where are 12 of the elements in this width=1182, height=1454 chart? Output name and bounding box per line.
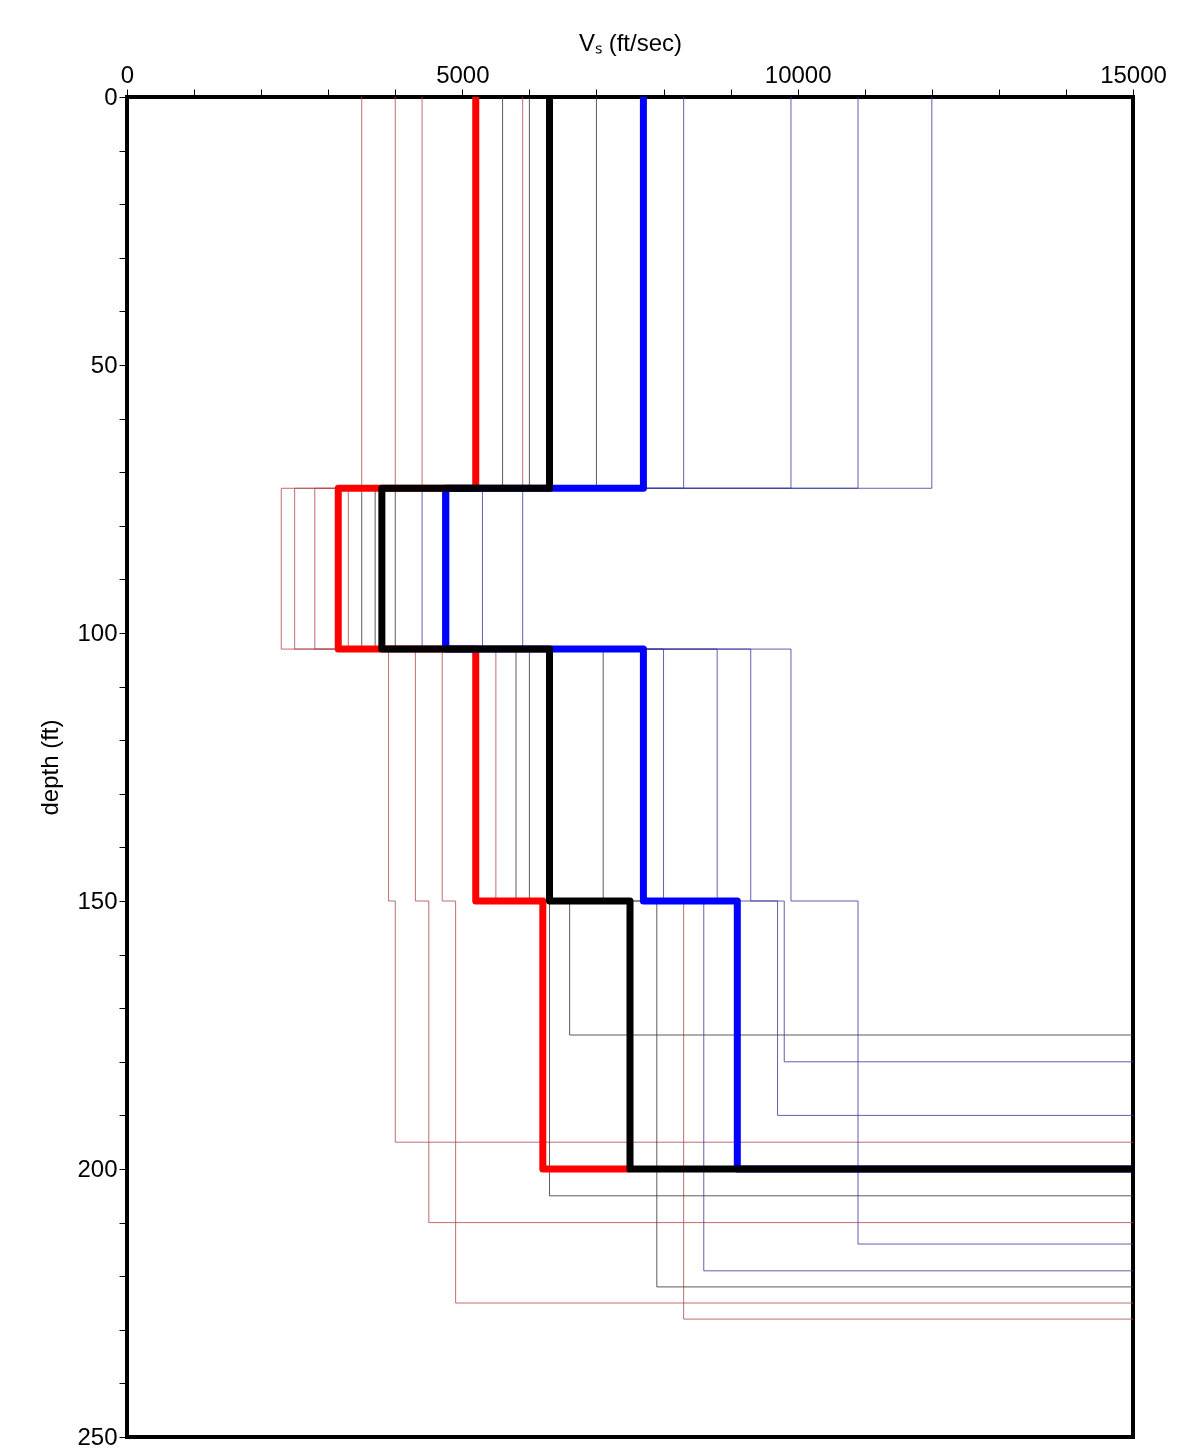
y-tick-label: 100 (77, 618, 118, 646)
y-tick-label: 150 (77, 886, 118, 914)
y-tick-label: 0 (104, 82, 118, 110)
x-tick-label: 10000 (764, 60, 832, 88)
x-tick-label: 0 (120, 60, 135, 88)
x-tick-label: 5000 (436, 60, 490, 88)
y-axis-title: depth (ft) (36, 719, 64, 816)
y-tick-label: 250 (77, 1422, 118, 1450)
x-tick-label: 15000 (1100, 60, 1167, 88)
y-tick-label: 200 (77, 1154, 118, 1182)
x-axis-title: Vₛ (ft/sec) (578, 28, 683, 56)
y-tick-label: 50 (90, 350, 118, 378)
